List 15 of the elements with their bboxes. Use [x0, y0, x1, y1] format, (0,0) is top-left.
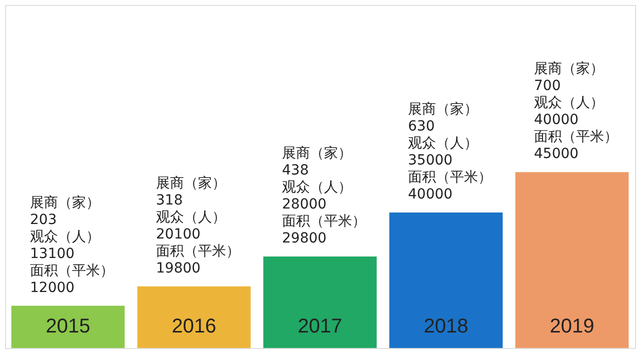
- x-tick-label: 2019: [550, 316, 594, 338]
- bar: [389, 212, 503, 348]
- bar: [11, 306, 125, 348]
- annotation: 展商（家） 438 观众（人） 28000 面积（平米） 29800: [282, 146, 366, 247]
- text: 展商（家） 700 观众（人） 40000 面积（平米） 45000: [534, 61, 618, 162]
- x-tick-label: 2016: [172, 316, 216, 338]
- bar: [515, 172, 629, 348]
- x-tick-label: 2018: [424, 316, 468, 338]
- x-tick-label: 2017: [298, 316, 342, 338]
- annotation: 展商（家） 318 观众（人） 20100 面积（平米） 19800: [156, 175, 240, 276]
- x-tick-label: 2015: [46, 316, 90, 338]
- annotation: 展商（家） 630 观众（人） 35000 面积（平米） 40000: [408, 102, 492, 203]
- annotation: 展商（家） 203 观众（人） 13100 面积（平米） 12000: [30, 194, 114, 296]
- bar: [263, 256, 377, 348]
- bar: [137, 286, 251, 348]
